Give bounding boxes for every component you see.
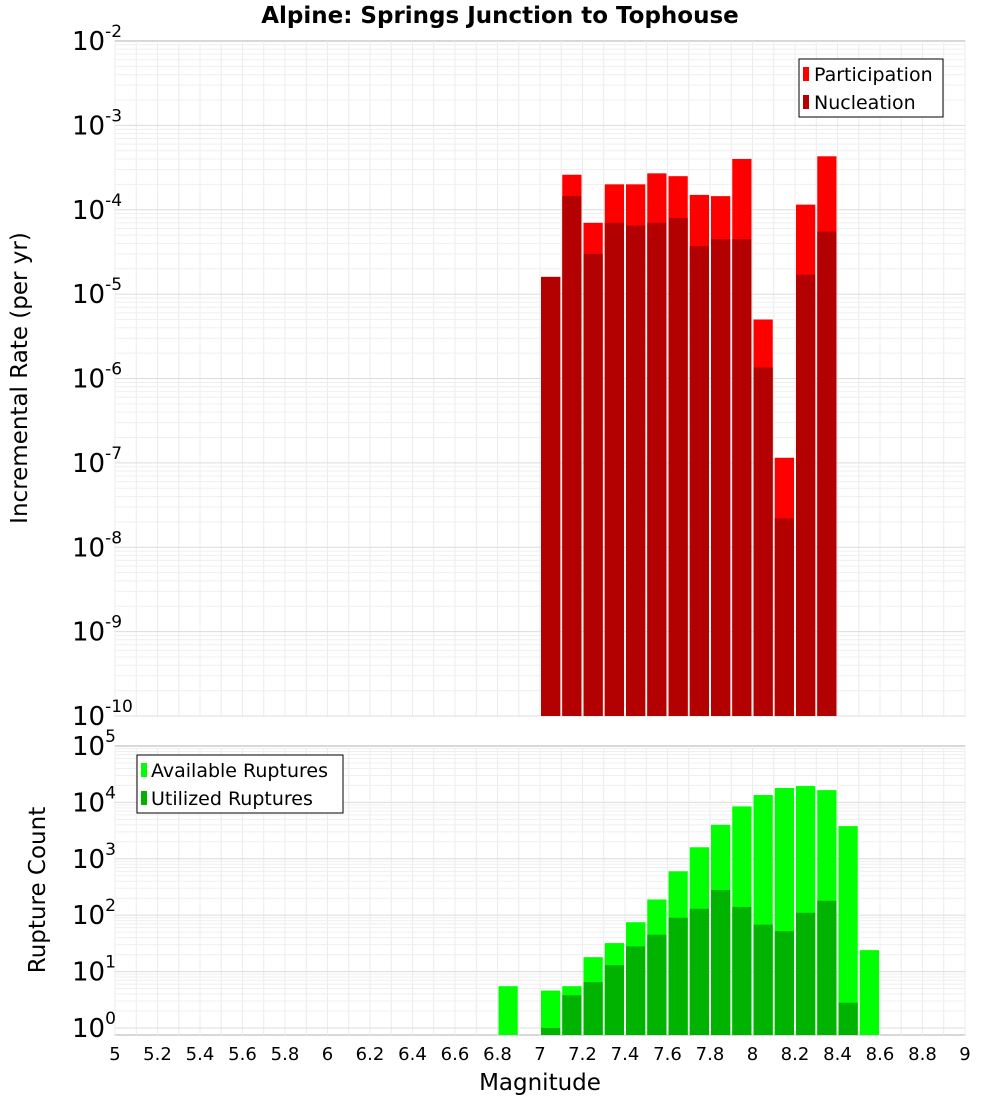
x-tick-label: 7.8 xyxy=(696,1044,725,1065)
bar-available-ruptures xyxy=(541,990,561,1035)
y-tick-label: 10-4 xyxy=(72,191,122,226)
y-tick-label: 10-2 xyxy=(72,22,122,57)
x-tick-label: 7.6 xyxy=(653,1044,682,1065)
legend-swatch xyxy=(803,67,809,81)
x-tick-label: 6.8 xyxy=(483,1044,512,1065)
count-y-tick-labels: 100 101 102 103 104 105 xyxy=(72,727,116,1044)
rate-panel: Alpine: Springs Junction to Tophouse 10-… xyxy=(7,3,966,732)
bar-utilized-ruptures xyxy=(562,995,582,1035)
y-tick-label: 10-6 xyxy=(72,360,122,395)
y-tick-label: 104 xyxy=(72,783,116,818)
count-panel: 100 101 102 103 104 105 5 5.2 5.4 5.6 5.8 6 6.2 6.4 6… xyxy=(25,727,971,1096)
legend-entry: Available Ruptures xyxy=(151,760,328,782)
bar-available-ruptures xyxy=(859,950,879,1035)
bar-nucleation xyxy=(774,518,794,716)
chart-title: Alpine: Springs Junction to Tophouse xyxy=(261,3,739,29)
x-tick-label: 5 xyxy=(109,1044,120,1065)
y-tick-label: 10-10 xyxy=(72,697,133,732)
bar-utilized-ruptures xyxy=(796,912,816,1035)
legend-box xyxy=(136,754,344,814)
bar-nucleation xyxy=(668,217,688,716)
bar-nucleation xyxy=(604,222,624,716)
bar-nucleation xyxy=(732,239,752,716)
x-tick-label: 9 xyxy=(959,1044,970,1065)
x-tick-label: 6.2 xyxy=(356,1044,385,1065)
legend-entry: Participation xyxy=(814,64,933,86)
bar-utilized-ruptures xyxy=(689,908,709,1035)
y-tick-label: 103 xyxy=(72,840,116,875)
count-legend: Available Ruptures Utilized Ruptures xyxy=(136,754,344,814)
rate-gridlines xyxy=(114,41,966,717)
x-tick-label: 7.4 xyxy=(611,1044,640,1065)
bar-nucleation xyxy=(562,196,582,716)
rate-y-axis-label: Incremental Rate (per yr) xyxy=(7,232,33,524)
legend-swatch xyxy=(141,791,147,805)
bar-nucleation xyxy=(711,239,731,716)
bar-nucleation xyxy=(817,231,837,716)
y-tick-label: 10-9 xyxy=(72,613,122,648)
legend-entry: Utilized Ruptures xyxy=(151,788,313,810)
y-tick-label: 10-5 xyxy=(72,275,122,310)
x-tick-label: 7.2 xyxy=(568,1044,597,1065)
rate-legend: Participation Nucleation xyxy=(798,58,944,118)
y-tick-label: 10-3 xyxy=(72,106,122,141)
legend-box xyxy=(798,58,944,118)
x-axis-label: Magnitude xyxy=(479,1070,601,1096)
bar-nucleation xyxy=(647,222,667,716)
bar-utilized-ruptures xyxy=(774,931,794,1035)
y-tick-label: 102 xyxy=(72,896,116,931)
x-tick-labels: 5 5.2 5.4 5.6 5.8 6 6.2 6.4 6.6 6.8 7 7.2 7.4 7.6 7.8 8… xyxy=(109,1044,970,1065)
bar-utilized-ruptures xyxy=(753,924,773,1035)
x-tick-label: 7 xyxy=(534,1044,545,1065)
x-tick-label: 8.4 xyxy=(823,1044,852,1065)
x-tick-label: 5.6 xyxy=(228,1044,257,1065)
bar-utilized-ruptures xyxy=(711,889,731,1035)
bar-nucleation xyxy=(796,274,816,716)
rate-bars xyxy=(541,156,837,717)
bar-utilized-ruptures xyxy=(541,1027,561,1035)
bar-available-ruptures xyxy=(838,826,858,1035)
count-bars xyxy=(498,786,879,1035)
legend-entry: Nucleation xyxy=(814,92,916,114)
x-tick-label: 6.4 xyxy=(398,1044,427,1065)
bar-nucleation xyxy=(689,246,709,716)
bar-available-ruptures xyxy=(498,986,518,1035)
y-tick-label: 105 xyxy=(72,727,116,762)
y-tick-label: 101 xyxy=(72,953,116,988)
y-tick-label: 100 xyxy=(72,1009,116,1044)
x-tick-label: 8.8 xyxy=(908,1044,937,1065)
bar-nucleation xyxy=(626,225,646,716)
legend-swatch xyxy=(803,95,809,109)
x-tick-label: 5.8 xyxy=(271,1044,300,1065)
x-tick-label: 8.6 xyxy=(866,1044,895,1065)
bar-utilized-ruptures xyxy=(626,946,646,1035)
x-tick-label: 8.2 xyxy=(781,1044,810,1065)
bar-utilized-ruptures xyxy=(604,965,624,1035)
count-gridlines xyxy=(114,746,966,1035)
bar-utilized-ruptures xyxy=(668,917,688,1035)
y-tick-label: 10-7 xyxy=(72,444,122,479)
x-tick-label: 6 xyxy=(322,1044,333,1065)
bar-utilized-ruptures xyxy=(583,982,603,1035)
bar-utilized-ruptures xyxy=(838,1002,858,1035)
bar-utilized-ruptures xyxy=(732,906,752,1035)
bar-nucleation xyxy=(753,367,773,716)
bar-utilized-ruptures xyxy=(647,934,667,1035)
bar-utilized-ruptures xyxy=(817,900,837,1035)
x-tick-label: 8 xyxy=(747,1044,758,1065)
count-y-axis-label: Rupture Count xyxy=(25,807,51,973)
legend-swatch xyxy=(141,763,147,777)
rate-y-tick-labels: 10-10 10-9 10-8 10-7 10-6 10-5 10-4 10-3 10-2 xyxy=(72,22,133,732)
bar-nucleation xyxy=(583,253,603,716)
x-tick-label: 5.4 xyxy=(186,1044,215,1065)
y-tick-label: 10-8 xyxy=(72,528,122,563)
x-tick-label: 6.6 xyxy=(441,1044,470,1065)
x-tick-label: 5.2 xyxy=(143,1044,172,1065)
bar-nucleation xyxy=(541,276,561,716)
